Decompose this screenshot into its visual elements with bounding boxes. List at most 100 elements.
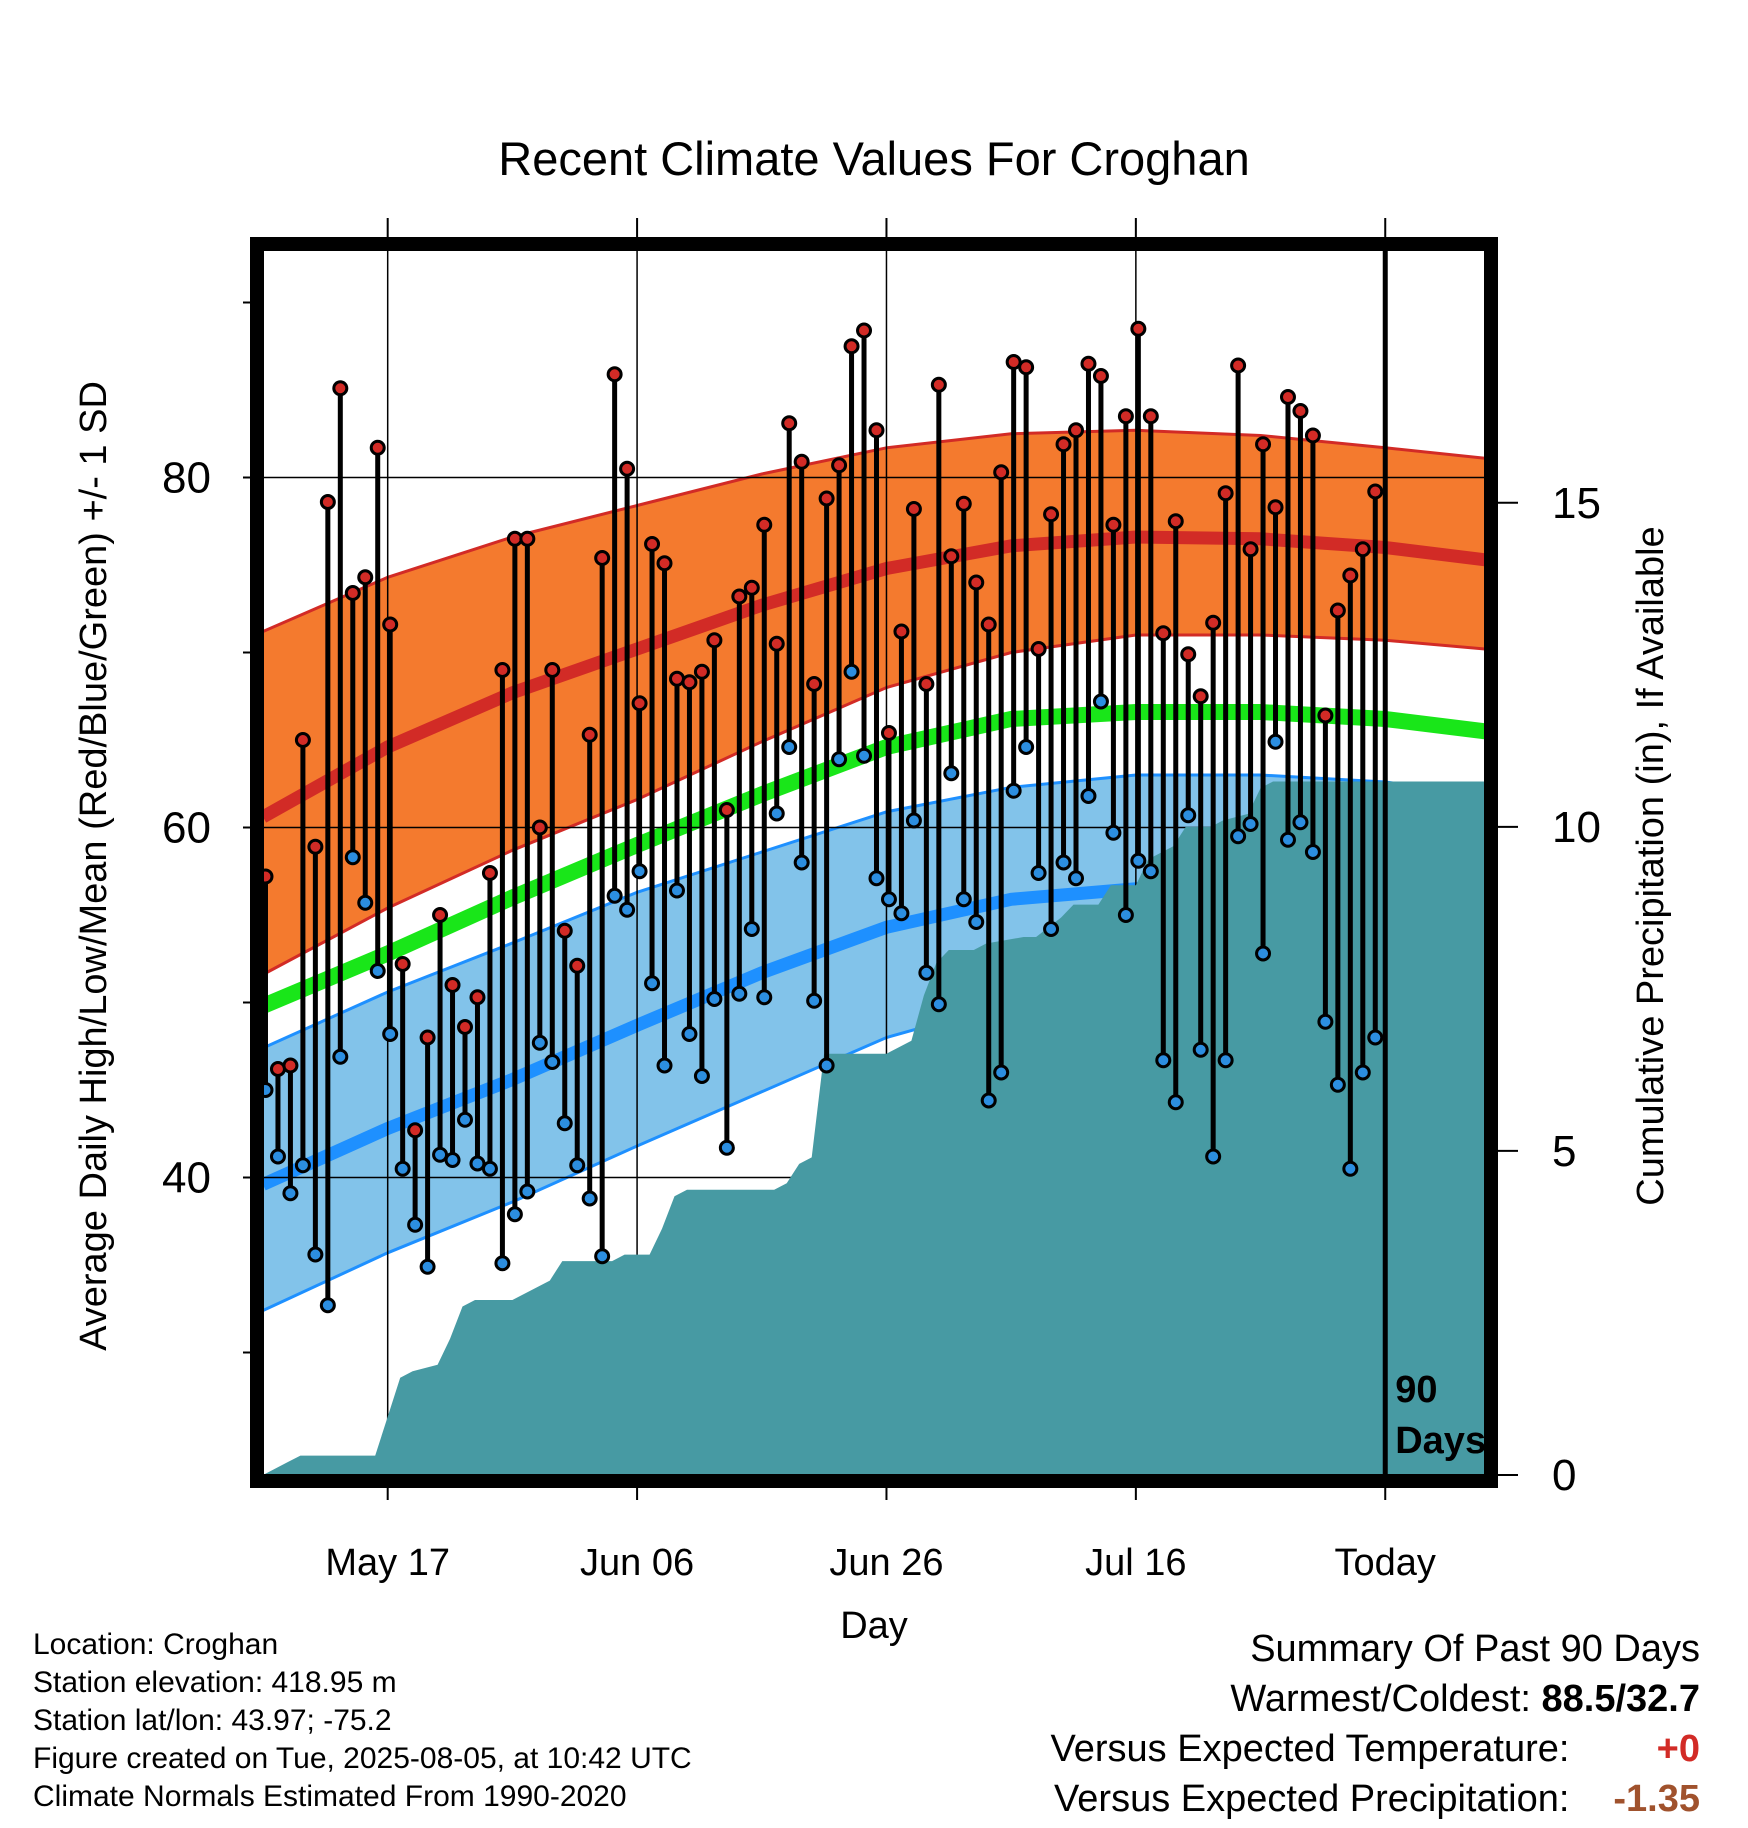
daily-low-point: [457, 1111, 474, 1128]
daily-high-point: [263, 868, 274, 885]
info-normals: Climate Normals Estimated From 1990-2020: [33, 1780, 627, 1813]
daily-high-point: [1217, 485, 1234, 502]
daily-high-point: [332, 380, 349, 397]
daily-low-point: [1354, 1064, 1371, 1081]
precip-tick-label: 15: [1552, 479, 1601, 528]
daily-low-point: [955, 891, 972, 908]
daily-low-point: [1080, 788, 1097, 804]
daily-low-point: [1279, 831, 1296, 848]
daily-low-point: [382, 1026, 399, 1042]
daily-low-point: [681, 1026, 698, 1042]
y-tick-label: 40: [162, 1154, 211, 1203]
daily-low-point: [419, 1258, 436, 1275]
daily-low-point: [1142, 863, 1159, 880]
daily-low-point: [1367, 1029, 1384, 1046]
daily-high-point: [357, 569, 374, 586]
info-location: Location: Croghan: [33, 1628, 279, 1661]
daily-high-point: [1030, 641, 1047, 657]
daily-high-point: [693, 663, 710, 680]
daily-low-point: [606, 887, 623, 904]
daily-high-point: [1255, 436, 1272, 453]
daily-low-point: [556, 1115, 573, 1132]
daily-high-point: [893, 623, 910, 640]
daily-high-point: [1279, 389, 1296, 405]
daily-low-point: [494, 1255, 511, 1272]
daily-high-point: [831, 457, 848, 474]
daily-high-point: [481, 865, 498, 881]
precip-tick-label: 10: [1552, 803, 1601, 852]
daily-low-point: [569, 1157, 586, 1174]
daily-low-point: [731, 985, 748, 1002]
daily-low-point: [644, 975, 661, 992]
daily-low-point: [1167, 1094, 1184, 1111]
daily-high-point: [1043, 506, 1060, 523]
high-sd-band: [263, 430, 1485, 975]
daily-low-point: [269, 1148, 286, 1165]
daily-high-point: [394, 956, 411, 972]
daily-low-point: [519, 1183, 536, 1200]
daily-high-point: [1167, 513, 1184, 530]
daily-high-point: [1367, 483, 1384, 500]
daily-high-point: [806, 676, 823, 692]
daily-low-point: [263, 1082, 274, 1098]
precipitation-area: [263, 781, 1485, 1475]
daily-high-point: [382, 616, 399, 633]
summary-panel: Summary Of Past 90 Days Warmest/Coldest:…: [1051, 1624, 1700, 1824]
daily-high-point: [1092, 368, 1109, 384]
daily-high-point: [1267, 499, 1284, 516]
x-tick-label: Jun 06: [580, 1542, 694, 1584]
daily-high-point: [494, 662, 511, 678]
x-tick-label: Today: [1335, 1542, 1436, 1584]
daily-low-point: [718, 1139, 735, 1156]
x-tick-label: Jun 26: [829, 1542, 943, 1584]
y-tick-label: 80: [162, 454, 211, 503]
y-axis-label-right: Cumulative Precipitation (in), If Availa…: [1630, 526, 1672, 1205]
daily-low-point: [332, 1048, 349, 1065]
y-axis-label-left: Average Daily High/Low/Mean (Red/Blue/Gr…: [73, 381, 115, 1351]
daily-high-point: [706, 632, 723, 649]
daily-low-point: [1255, 945, 1272, 962]
daily-low-point: [1130, 852, 1147, 869]
daily-high-point: [457, 1019, 474, 1035]
daily-low-point: [968, 914, 985, 930]
daily-high-point: [793, 453, 810, 470]
daily-high-point: [1055, 436, 1072, 453]
daily-high-point: [1317, 707, 1334, 724]
daily-low-point: [631, 863, 648, 880]
y-tick-label: 60: [162, 804, 211, 853]
daily-high-point: [594, 550, 611, 566]
daily-low-point: [806, 992, 823, 1009]
daily-high-point: [556, 922, 573, 939]
daily-high-point: [644, 536, 661, 552]
daily-low-point: [1117, 907, 1134, 923]
daily-low-point: [1092, 693, 1109, 710]
daily-low-point: [918, 964, 935, 981]
daily-high-point: [1205, 614, 1222, 631]
daily-low-point: [344, 849, 361, 866]
daily-low-point: [444, 1152, 461, 1168]
daily-low-point: [693, 1068, 710, 1084]
today-marker-label-line2: Days: [1395, 1420, 1486, 1462]
daily-observations: [263, 320, 1384, 1314]
info-latlon: Station lat/lon: 43.97; -75.2: [33, 1704, 392, 1737]
station-info: Location: Croghan Station elevation: 418…: [33, 1626, 692, 1816]
daily-low-point: [294, 1157, 311, 1174]
daily-high-point: [1155, 625, 1172, 642]
daily-high-point: [1180, 646, 1197, 663]
daily-low-point: [1304, 844, 1321, 860]
daily-high-point: [631, 695, 648, 712]
daily-high-point: [1068, 422, 1085, 439]
daily-low-point: [506, 1206, 523, 1223]
daily-low-point: [1267, 733, 1284, 750]
daily-low-point: [594, 1248, 611, 1265]
daily-high-point: [1130, 320, 1147, 337]
daily-high-point: [718, 802, 735, 818]
daily-low-point: [531, 1034, 548, 1051]
daily-high-point: [868, 422, 885, 439]
daily-high-point: [569, 957, 586, 974]
daily-low-point: [1068, 870, 1085, 887]
daily-low-point: [1055, 854, 1072, 871]
daily-low-point: [656, 1057, 673, 1074]
daily-high-point: [282, 1057, 299, 1074]
daily-low-point: [1043, 921, 1060, 937]
